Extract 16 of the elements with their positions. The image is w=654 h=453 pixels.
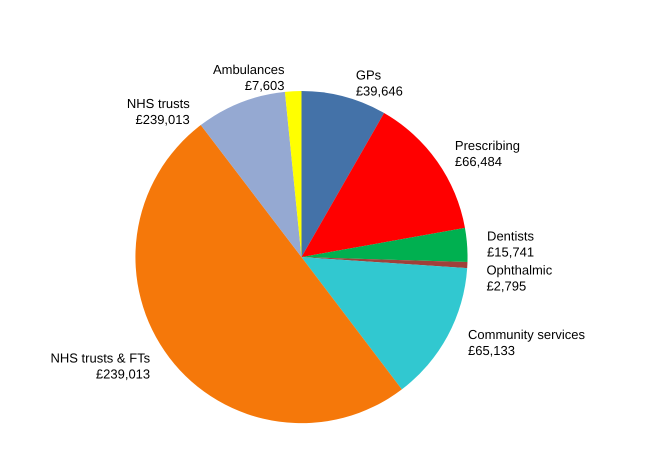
slice-label: Community services <box>468 326 586 342</box>
data-label: £65,133 <box>468 342 515 358</box>
text: £239,013 <box>136 112 190 127</box>
slice-label: Ambulances <box>212 62 285 77</box>
slice-label: NHS trusts <box>126 96 190 111</box>
slice-label: GPs <box>356 68 382 83</box>
data-label: £15,741 <box>487 244 534 260</box>
slice-label: Ophthalmic <box>486 262 553 278</box>
data-label: £66,484 <box>454 154 502 169</box>
slice-label: Prescribing <box>454 138 520 153</box>
slice-label: Dentists <box>487 228 535 244</box>
data-label: £39,646 <box>356 84 403 99</box>
data-label: £2,795 <box>486 278 526 294</box>
data-label: £239,013 <box>96 366 150 382</box>
data-label: £7,603 <box>244 78 284 93</box>
slice-label: NHS trusts & FTs <box>50 350 151 366</box>
